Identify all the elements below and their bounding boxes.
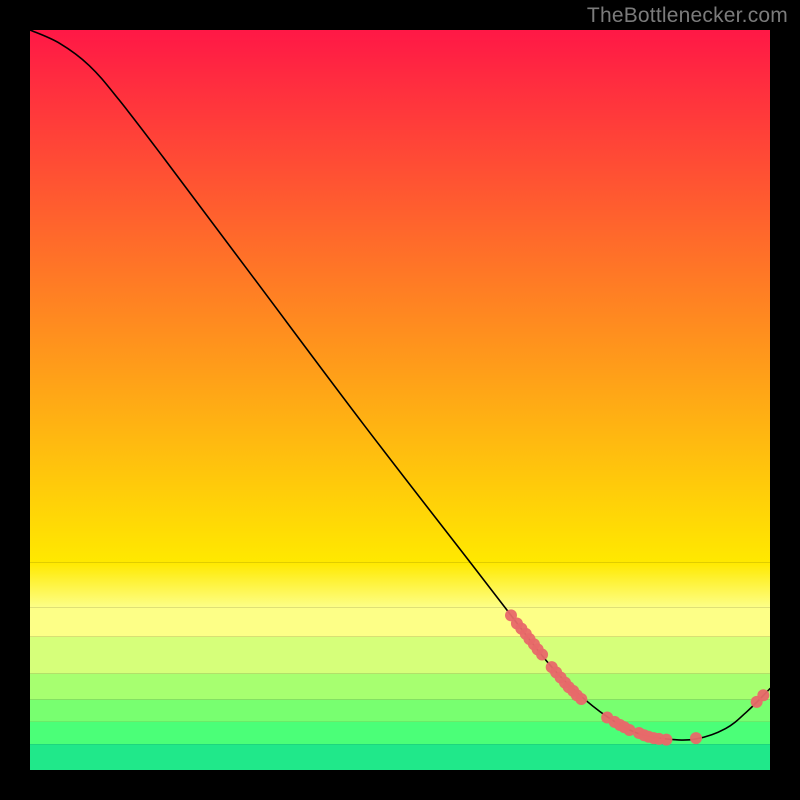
- background-band: [30, 607, 770, 637]
- background-band: [30, 563, 770, 607]
- background-band: [30, 674, 770, 700]
- data-marker: [537, 649, 548, 660]
- watermark-text: TheBottlenecker.com: [587, 4, 788, 28]
- background-band: [30, 700, 770, 722]
- data-marker: [758, 690, 769, 701]
- data-marker: [661, 734, 672, 745]
- background-band: [30, 30, 770, 563]
- data-marker: [691, 733, 702, 744]
- data-marker: [576, 693, 587, 704]
- chart-root: TheBottlenecker.com: [0, 0, 800, 800]
- bottleneck-chart: [0, 0, 800, 800]
- background-band: [30, 744, 770, 770]
- background-band: [30, 637, 770, 674]
